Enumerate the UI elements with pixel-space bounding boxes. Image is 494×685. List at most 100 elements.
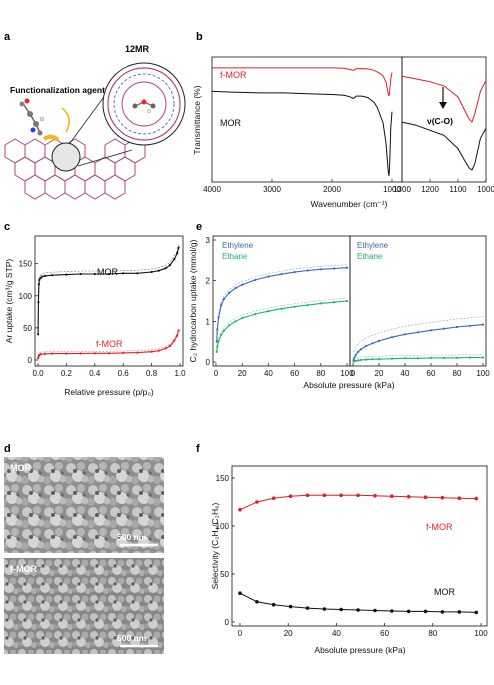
f-mor-point — [373, 608, 377, 613]
panel-a-schematic: Functionalization agent 12MR — [4, 44, 186, 200]
e-right-ethylene-desorption-line — [353, 316, 484, 353]
e-right-ethane-point — [442, 356, 446, 359]
e-ytick: 0 — [206, 358, 211, 367]
e-left-ethane-point — [267, 310, 270, 313]
e-right-ethane-point — [416, 357, 420, 360]
c-xtick: 0.4 — [89, 369, 101, 378]
guest-molecule-icon — [132, 99, 156, 114]
panel-c-chart: 0 50 100 150 0.0 0.2 0.4 0.6 0.8 1.0 Ar uptake (c… — [4, 235, 186, 397]
b-fmor-line — [212, 67, 393, 97]
panel-f-ylabel: Selectivity (C₂H₄/C₂H₆) — [210, 502, 220, 589]
b-inset-xtick: 1200 — [421, 185, 439, 194]
c-fmor-point — [150, 350, 153, 353]
panel-b-xlabel: Wavenumber (cm⁻¹) — [311, 199, 388, 209]
f-ytick: 50 — [220, 570, 229, 579]
c-mor-point — [41, 275, 44, 278]
b-xtick: 2000 — [323, 185, 341, 194]
c-fmor-point — [157, 349, 160, 352]
scale-label-top: 500 nm — [117, 532, 147, 542]
panel-e-left-legend-ethylene: Ethylene — [222, 241, 254, 250]
e-right-xtick: 20 — [375, 369, 384, 378]
e-left-ethylene-point — [220, 304, 223, 307]
e-right-xtick: 0 — [351, 369, 356, 378]
e-right-ethane-point — [359, 358, 362, 362]
e-left-ethylene-point — [319, 268, 322, 271]
e-left-ethane-point — [220, 333, 223, 336]
e-left-ethylene-point — [306, 269, 309, 272]
c-mor-point — [177, 246, 180, 249]
panel-f-label-mor: MOR — [434, 587, 455, 597]
e-right-ethylene-point — [455, 325, 459, 329]
c-mor-desorption-line — [37, 244, 179, 332]
sem-image-fmor — [4, 558, 164, 654]
panel-label-f: f — [196, 443, 200, 455]
sem-label-fmor: f-MOR — [10, 564, 37, 574]
f-mor-point — [288, 604, 293, 609]
e-left-ethylene-point — [241, 283, 244, 286]
panel-label-e: e — [196, 221, 202, 233]
panel-b-inset-frame — [401, 56, 487, 183]
c-fmor-point — [37, 357, 40, 360]
f-fmor-point — [255, 500, 259, 504]
panel-d-sem-images: MOR f-MOR 500 nm 500 nm — [4, 457, 164, 654]
f-fmor-point — [305, 493, 310, 498]
c-fmor-desorption-line — [37, 328, 179, 357]
e-right-ethane-point — [371, 358, 374, 361]
e-left-ethylene-point — [228, 291, 231, 294]
c-fmor-point — [65, 352, 68, 355]
f-ytick: 0 — [225, 618, 230, 627]
e-right-xtick: 60 — [427, 369, 436, 378]
b-inset-xtick: 1100 — [449, 185, 467, 194]
e-right-ethane-point — [455, 356, 459, 359]
b-inset-mor-line — [401, 121, 487, 171]
f-fmor-point — [238, 507, 242, 512]
e-left-xtick: 40 — [264, 369, 273, 378]
e-left-ethane-point — [228, 324, 231, 327]
c-fmor-point — [173, 339, 176, 342]
e-left-xtick: 80 — [316, 369, 325, 378]
e-left-ethylene-point — [215, 340, 218, 343]
f-fmor-point — [373, 494, 377, 498]
e-right-ethylene-point — [377, 339, 381, 342]
e-right-ethane-point — [468, 356, 472, 359]
yellow-arrow-icon — [42, 134, 60, 142]
f-ytick: 150 — [216, 474, 230, 483]
c-mor-point — [164, 267, 167, 270]
f-mor-point — [305, 606, 310, 610]
c-fmor-point — [136, 351, 139, 354]
c-xtick: 0.6 — [118, 369, 130, 378]
e-ytick: 3 — [206, 236, 211, 245]
e-left-ethane-point — [241, 317, 244, 320]
panel-b-legend-mor: MOR — [220, 118, 241, 128]
panel-c-label-mor: MOR — [97, 267, 118, 277]
e-right-ethylene-point — [416, 331, 420, 334]
c-mor-point — [176, 252, 179, 255]
e-right-xtick: 40 — [401, 369, 410, 378]
f-fmor-point — [356, 493, 360, 498]
e-left-ethylene-point — [222, 297, 225, 301]
f-mor-point — [457, 610, 462, 614]
e-left-ethylene-point — [332, 267, 335, 270]
panel-label-c: c — [4, 221, 10, 233]
down-arrow-icon — [439, 102, 447, 109]
e-left-ethylene-point — [267, 275, 270, 278]
c-mor-point — [37, 333, 40, 336]
sem-label-mor: MOR — [10, 463, 31, 473]
b-inset-xtick: 1300 — [393, 185, 411, 194]
panel-e-left-legend-ethane: Ethane — [222, 252, 248, 261]
c-mor-point — [169, 263, 172, 267]
c-fmor-point — [164, 347, 167, 350]
panel-f-xlabel: Absolute pressure (kPa) — [314, 645, 405, 655]
e-left-xtick: 20 — [238, 369, 247, 378]
c-mor-point — [65, 273, 68, 276]
e-ytick: 2 — [206, 277, 211, 286]
e-left-ethane-line — [216, 300, 348, 352]
c-ytick: 0 — [28, 356, 33, 365]
e-right-ethylene-point — [364, 345, 368, 348]
c-mor-point — [107, 272, 111, 276]
e-left-ethylene-point — [280, 273, 283, 276]
e-right-ethane-desorption-line — [353, 354, 483, 359]
f-fmor-point — [322, 493, 327, 498]
